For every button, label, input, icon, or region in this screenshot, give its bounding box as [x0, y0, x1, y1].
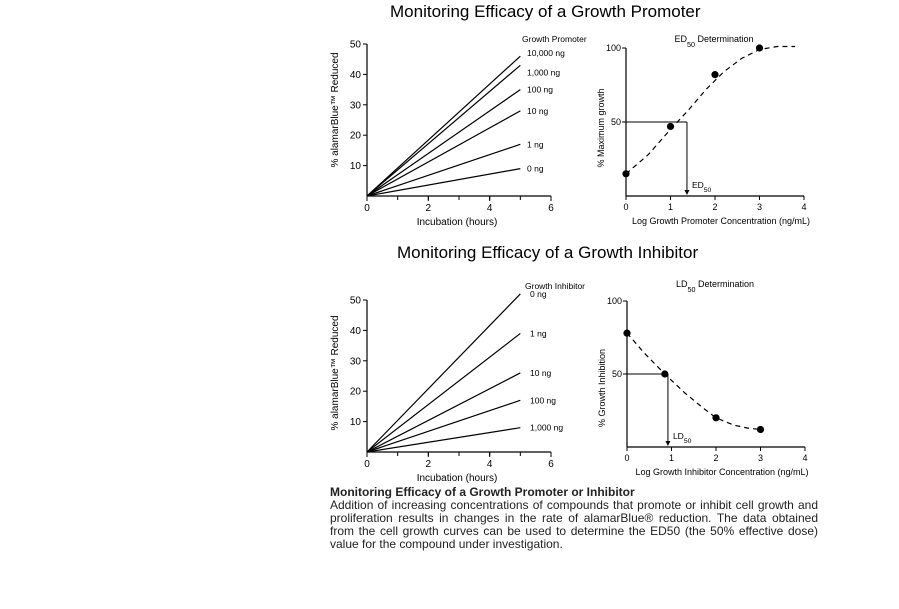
x-tick-label: 1 [669, 453, 674, 463]
y-axis-label: % alamarBlue™ Reduced [330, 52, 341, 167]
promoter-series-line [366, 64, 521, 197]
y-tick-label: 50 [612, 369, 622, 379]
ld50-data-point [623, 329, 631, 337]
y-tick-label: 50 [350, 40, 362, 51]
x-tick-label: 2 [426, 203, 432, 214]
inhibitor-series-label: 1,000 ng [530, 423, 563, 433]
ed50-data-point [711, 71, 719, 79]
x-axis-label: Log Growth Inhibitor Concentration (ng/m… [635, 467, 808, 477]
x-tick-label: 0 [364, 203, 370, 214]
y-tick-label: 20 [350, 387, 362, 398]
x-axis-label: Incubation (hours) [417, 473, 498, 484]
y-tick-label: 100 [607, 296, 622, 306]
inhibitor-series-line [366, 332, 521, 453]
x-tick-label: 0 [623, 202, 628, 212]
ld50-data-point [661, 370, 669, 378]
y-tick-label: 10 [350, 417, 362, 428]
x-tick-label: 6 [548, 203, 554, 214]
y-tick-label: 50 [350, 296, 362, 307]
ed50-data-point [622, 170, 630, 178]
y-tick-label: 30 [350, 100, 362, 111]
ld50-fit-curve [626, 332, 761, 431]
x-tick-label: 2 [713, 453, 718, 463]
promoter-series-label: 100 ng [527, 85, 553, 95]
x-axis-label: Incubation (hours) [417, 217, 498, 228]
y-axis-label: % alamarBlue™ Reduced [330, 315, 341, 430]
chart-title: ED50 Determination [674, 34, 753, 49]
ed50-arrow-head [684, 190, 690, 195]
x-tick-label: 3 [758, 453, 763, 463]
y-tick-label: 100 [606, 43, 621, 53]
figure-caption: Monitoring Efficacy of a Growth Promoter… [330, 486, 818, 551]
ld50-data-point [756, 425, 765, 434]
section-title-inhibitor: Monitoring Efficacy of a Growth Inhibito… [397, 243, 699, 262]
promoter-series-line [366, 168, 521, 197]
ld50-marker-label: LD50 [673, 431, 692, 445]
promoter-series-label: 1 ng [527, 139, 544, 149]
y-axis-label: % Maximum growth [596, 88, 606, 167]
section-title-promoter: Monitoring Efficacy of a Growth Promoter [390, 2, 701, 21]
x-tick-label: 2 [712, 202, 717, 212]
inhibitor-series-line [366, 427, 521, 453]
promoter-series-line [366, 55, 521, 197]
y-tick-label: 20 [350, 131, 362, 142]
caption-title: Monitoring Efficacy of a Growth Promoter… [330, 485, 635, 499]
inhibitor-series-label: 10 ng [530, 368, 552, 378]
x-tick-label: 2 [426, 459, 432, 470]
x-tick-label: 6 [548, 459, 554, 470]
ed50-fit-curve [625, 45, 796, 175]
ed50-data-point [666, 122, 675, 131]
x-tick-label: 4 [801, 202, 806, 212]
ld50-arrow-head [665, 441, 671, 446]
y-tick-label: 40 [350, 70, 362, 81]
x-tick-label: 1 [668, 202, 673, 212]
inhibitor-series-line [366, 399, 521, 453]
x-tick-label: 3 [757, 202, 762, 212]
inhibitor-series-line [366, 293, 521, 453]
promoter-series-line [366, 143, 521, 197]
ed50-data-point [755, 44, 764, 52]
y-tick-label: 30 [350, 356, 362, 367]
x-tick-label: 4 [487, 203, 493, 214]
promoter-series-label: 10 ng [527, 106, 549, 116]
promoter-series-label: 1,000 ng [527, 67, 560, 77]
x-tick-label: 4 [487, 459, 493, 470]
promoter-series-line [366, 110, 521, 197]
y-tick-label: 50 [611, 117, 621, 127]
promoter-series-label: 10,000 ng [527, 48, 565, 58]
legend-title: Growth Promoter [522, 34, 587, 44]
x-tick-label: 4 [802, 453, 807, 463]
y-tick-label: 10 [350, 161, 362, 172]
y-tick-label: 40 [350, 326, 362, 337]
ed50-marker-label: ED50 [692, 180, 712, 194]
promoter-series-line [366, 89, 521, 197]
caption-body: Addition of increasing concentrations of… [330, 498, 818, 551]
x-tick-label: 0 [624, 453, 629, 463]
y-axis-label: % Growth Inhibition [597, 349, 607, 427]
inhibitor-series-label: 0 ng [530, 289, 547, 299]
chart-title: LD50 Determination [676, 279, 754, 294]
inhibitor-series-line [366, 372, 521, 453]
x-axis-label: Log Growth Promoter Concentration (ng/mL… [632, 216, 810, 226]
inhibitor-series-label: 100 ng [530, 395, 556, 405]
promoter-series-label: 0 ng [527, 164, 544, 174]
ld50-data-point [712, 414, 720, 422]
legend-title: Growth Inhibitor [525, 281, 585, 291]
inhibitor-series-label: 1 ng [530, 328, 547, 338]
x-tick-label: 0 [364, 459, 370, 470]
